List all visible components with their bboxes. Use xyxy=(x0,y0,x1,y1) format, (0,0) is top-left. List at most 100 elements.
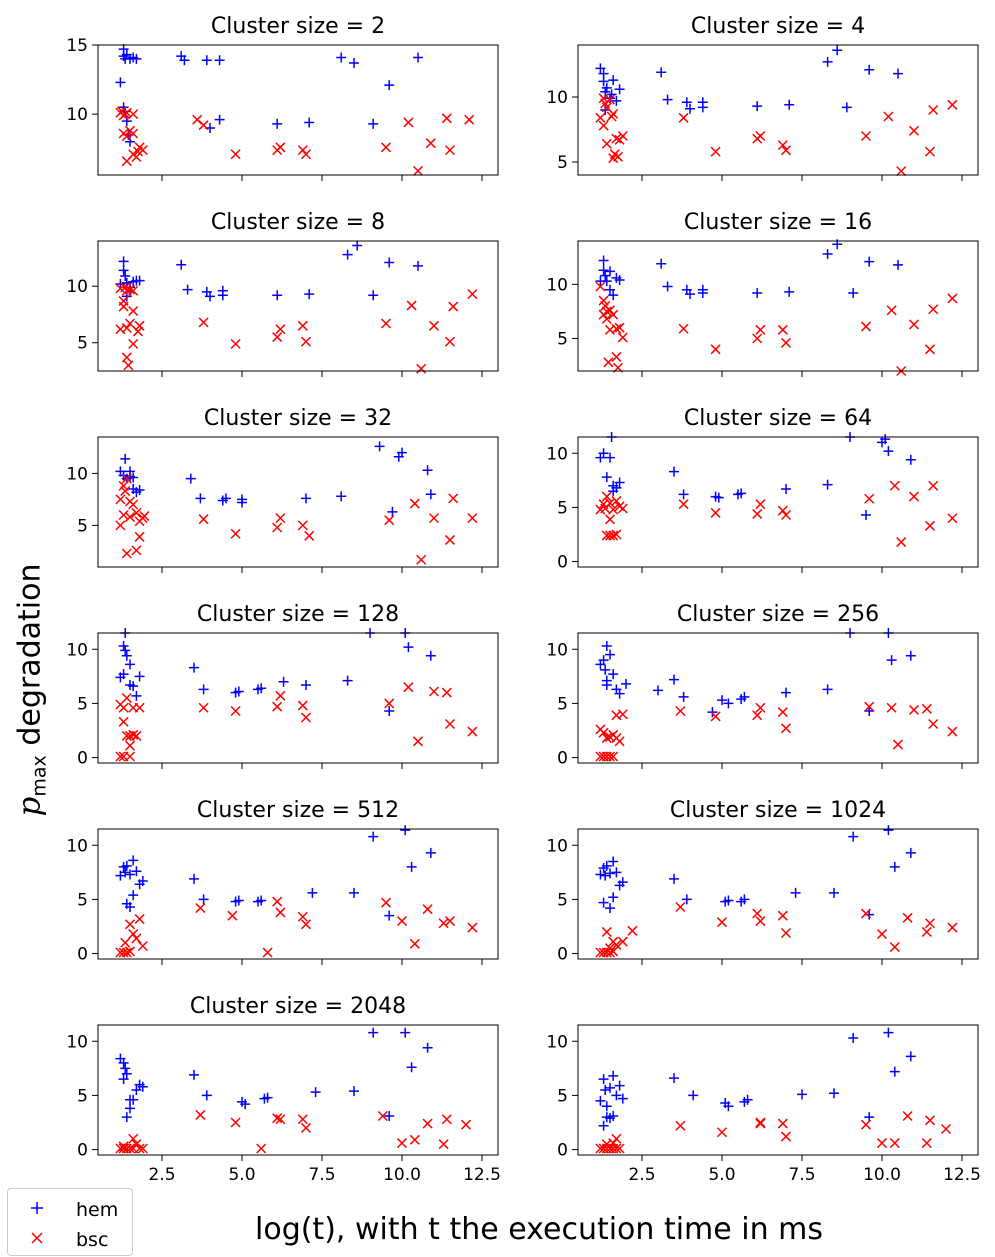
data-point-hem xyxy=(120,1063,131,1074)
data-point-hem xyxy=(601,472,612,483)
data-point-hem xyxy=(278,676,289,687)
data-point-hem xyxy=(272,118,283,129)
data-point-bsc xyxy=(777,910,788,921)
data-point-bsc xyxy=(275,690,286,701)
data-point-bsc xyxy=(396,1138,408,1149)
legend: hem bsc xyxy=(7,1188,133,1256)
data-point-hem xyxy=(368,290,379,301)
data-point-bsc xyxy=(678,323,689,334)
subplot-10: Cluster size = 1024 0 5 10 xyxy=(546,798,979,965)
data-point-bsc xyxy=(137,145,148,156)
legend-label-bsc: bsc xyxy=(76,1229,109,1251)
data-point-hem xyxy=(608,1070,619,1081)
legend-entry-bsc: bsc xyxy=(8,1229,132,1257)
data-point-hem xyxy=(601,680,612,690)
y-tick-label: 0 xyxy=(557,553,568,573)
data-point-hem xyxy=(304,289,315,300)
data-point-bsc xyxy=(604,498,616,509)
data-point-hem xyxy=(608,892,619,903)
data-point-bsc xyxy=(134,702,145,713)
data-point-bsc xyxy=(464,114,475,125)
subplot-5: Cluster size = 32 5 10 xyxy=(66,406,499,573)
data-point-hem xyxy=(678,691,689,702)
data-point-hem xyxy=(214,114,225,125)
data-point-hem xyxy=(384,80,395,91)
data-point-hem xyxy=(621,678,631,689)
data-point-hem xyxy=(121,650,132,661)
data-point-hem xyxy=(368,118,379,129)
data-point-hem xyxy=(118,641,129,651)
data-point-bsc xyxy=(416,554,427,565)
data-point-hem xyxy=(214,55,225,66)
data-point-hem xyxy=(118,265,129,276)
data-point-hem xyxy=(185,473,196,484)
data-point-bsc xyxy=(128,338,139,349)
data-point-hem xyxy=(864,64,875,75)
subplot-title: Cluster size = 2 xyxy=(211,14,385,39)
data-point-bsc xyxy=(716,1127,728,1138)
data-point-hem xyxy=(781,687,791,698)
data-point-hem xyxy=(707,707,718,718)
data-point-bsc xyxy=(131,933,142,944)
data-point-bsc xyxy=(864,493,875,504)
data-point-hem xyxy=(883,825,894,836)
y-tick-label: 0 xyxy=(77,1141,88,1161)
data-point-hem xyxy=(125,659,135,670)
data-point-bsc xyxy=(611,1143,622,1154)
data-point-bsc xyxy=(120,486,131,497)
data-point-bsc xyxy=(118,716,129,727)
subplot-title: Cluster size = 32 xyxy=(204,406,392,431)
data-point-hem xyxy=(131,1085,142,1095)
data-point-bsc xyxy=(304,530,315,541)
data-point-bsc xyxy=(115,494,126,505)
y-tick-label: 10 xyxy=(546,836,568,856)
data-point-bsc xyxy=(425,138,436,149)
data-point-hem xyxy=(598,1074,609,1085)
x-tick-label: 2.5 xyxy=(148,1165,175,1185)
data-point-bsc xyxy=(121,947,132,958)
data-point-hem xyxy=(595,63,606,74)
data-point-bsc xyxy=(297,1114,308,1125)
data-point-bsc xyxy=(412,165,424,176)
data-point-hem xyxy=(189,873,199,884)
y-tick-label: 5 xyxy=(557,890,568,910)
data-point-bsc xyxy=(678,112,689,123)
data-point-hem xyxy=(195,493,206,504)
data-point-bsc xyxy=(755,1118,766,1129)
y-tick-label: 0 xyxy=(557,749,568,769)
data-point-hem xyxy=(681,894,692,905)
data-point-bsc xyxy=(604,514,616,525)
data-point-bsc xyxy=(131,507,142,518)
y-tick-label: 0 xyxy=(557,1141,568,1161)
data-point-hem xyxy=(883,1027,894,1038)
data-point-hem xyxy=(848,831,859,842)
data-point-hem xyxy=(128,1094,139,1105)
data-point-hem xyxy=(614,1080,625,1091)
data-point-hem xyxy=(822,56,833,67)
y-axis-symbol: p xyxy=(11,796,48,817)
data-point-hem xyxy=(790,887,801,898)
x-tick-label: 12.5 xyxy=(943,1165,981,1185)
data-point-bsc xyxy=(675,705,686,717)
data-point-hem xyxy=(717,695,727,706)
data-point-hem xyxy=(384,1111,395,1121)
subplot-12: 2.5 5.0 7.5 10.0 12.5 0 5 10 xyxy=(546,1024,981,1185)
data-point-bsc xyxy=(118,301,129,312)
data-point-bsc xyxy=(409,1134,420,1145)
data-point-hem xyxy=(669,466,679,477)
data-point-bsc xyxy=(617,936,628,947)
data-point-bsc xyxy=(886,702,897,713)
subplot-title: Cluster size = 8 xyxy=(211,210,385,235)
data-point-hem xyxy=(233,686,244,697)
data-point-hem xyxy=(822,249,833,259)
data-point-hem xyxy=(877,437,887,448)
data-point-bsc xyxy=(124,740,136,751)
data-point-bsc xyxy=(617,332,628,343)
y-tick-label: 10 xyxy=(66,836,88,856)
subplot-title: Cluster size = 4 xyxy=(691,14,865,39)
data-point-hem xyxy=(304,117,315,128)
data-point-bsc xyxy=(889,1138,900,1149)
data-point-bsc xyxy=(441,1114,452,1125)
data-point-bsc xyxy=(230,149,241,160)
data-point-hem xyxy=(137,1081,148,1092)
